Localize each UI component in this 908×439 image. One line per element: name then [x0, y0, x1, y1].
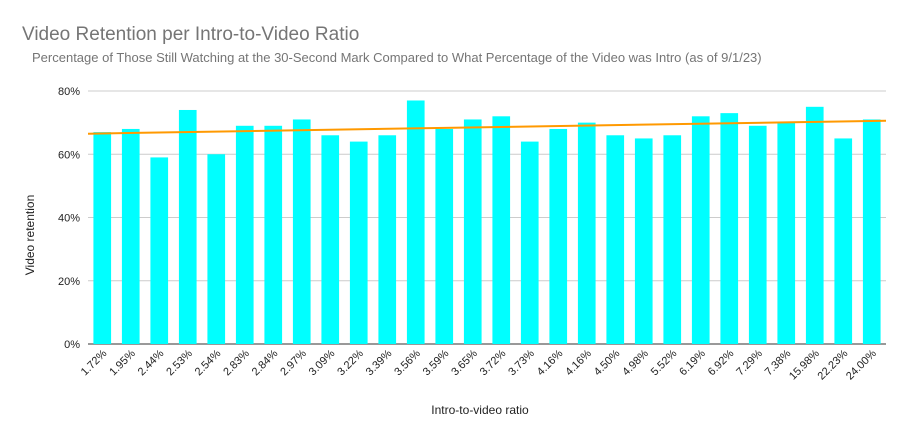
x-tick-label: 3.65% — [449, 347, 480, 378]
y-tick-label: 60% — [58, 149, 80, 161]
bar — [606, 135, 625, 344]
bar — [634, 138, 653, 344]
x-tick-label: 2.53% — [164, 347, 195, 378]
x-tick-label: 1.95% — [107, 347, 138, 378]
bar — [748, 125, 767, 344]
bar — [93, 132, 112, 344]
bar — [150, 157, 169, 344]
bar — [207, 154, 226, 344]
y-tick-label: 20% — [58, 276, 80, 288]
y-axis-label: Video retention — [23, 195, 37, 276]
bar — [292, 119, 311, 345]
bar — [349, 141, 368, 344]
bar — [264, 125, 283, 344]
x-tick-label: 22.23% — [816, 347, 851, 382]
x-tick-label: 3.56% — [392, 347, 423, 378]
x-tick-label: 2.84% — [250, 347, 281, 378]
bar — [463, 119, 482, 345]
bar — [720, 113, 739, 344]
bar — [862, 119, 881, 345]
x-tick-label: 3.39% — [364, 347, 395, 378]
x-tick-label: 24.00% — [844, 347, 879, 382]
bar — [435, 128, 454, 344]
bar — [777, 122, 796, 344]
x-tick-label: 15.98% — [787, 347, 822, 382]
x-tick-label: 4.16% — [563, 347, 594, 378]
x-tick-label: 3.73% — [506, 347, 537, 378]
bar — [321, 135, 340, 344]
x-tick-label: 4.98% — [620, 347, 651, 378]
trendline — [87, 119, 887, 135]
x-tick-label: 4.50% — [592, 347, 623, 378]
bar — [577, 122, 596, 344]
bars — [93, 100, 881, 345]
x-tick-label: 3.09% — [307, 347, 338, 378]
x-tick-label: 1.72% — [79, 347, 110, 378]
x-tick-label: 2.97% — [278, 347, 309, 378]
bar — [492, 116, 511, 344]
x-axis-label: Intro-to-video ratio — [431, 403, 529, 417]
x-tick-label: 2.83% — [221, 347, 252, 378]
y-tick-label: 80% — [58, 86, 80, 98]
bar — [178, 109, 197, 344]
bar — [378, 135, 397, 344]
bar — [235, 125, 254, 344]
bar — [691, 116, 710, 344]
x-axis-ticks: 1.72%1.95%2.44%2.53%2.54%2.83%2.84%2.97%… — [79, 347, 879, 382]
x-tick-label: 3.59% — [421, 347, 452, 378]
chart-subtitle: Percentage of Those Still Watching at th… — [32, 50, 762, 65]
x-tick-label: 5.52% — [649, 347, 680, 378]
bar — [121, 128, 140, 344]
y-tick-label: 40% — [58, 213, 80, 225]
trendline-group — [87, 119, 887, 135]
x-tick-label: 6.19% — [677, 347, 708, 378]
x-tick-label: 3.72% — [478, 347, 509, 378]
bar — [520, 141, 539, 344]
bar — [406, 100, 425, 344]
bar — [549, 128, 568, 344]
bar — [663, 135, 682, 344]
bar — [805, 106, 824, 344]
y-tick-label: 0% — [64, 339, 80, 351]
x-tick-label: 3.22% — [335, 347, 366, 378]
x-tick-label: 4.16% — [535, 347, 566, 378]
chart-title: Video Retention per Intro-to-Video Ratio — [22, 24, 359, 45]
bar — [834, 138, 853, 344]
x-tick-label: 6.92% — [706, 347, 737, 378]
x-tick-label: 2.54% — [193, 347, 224, 378]
x-tick-label: 7.29% — [734, 347, 765, 378]
y-axis-ticks: 0% 20% 40% 60% 80% — [58, 86, 80, 351]
x-tick-label: 2.44% — [136, 347, 167, 378]
